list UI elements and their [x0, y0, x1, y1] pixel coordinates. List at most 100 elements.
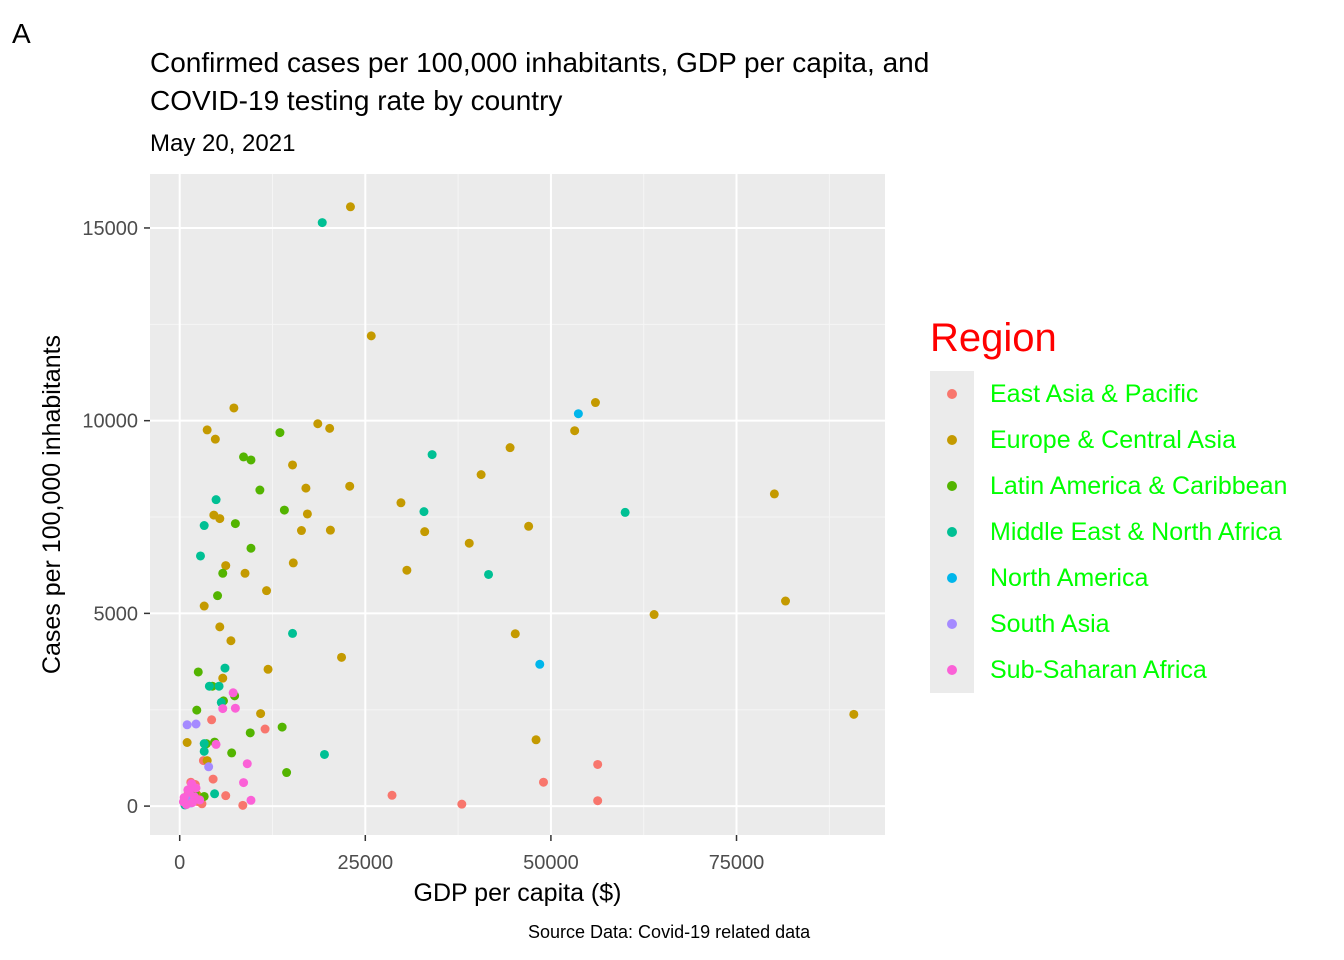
- data-point: [535, 659, 545, 669]
- data-point: [317, 218, 327, 228]
- data-point: [275, 428, 285, 438]
- legend-dot-icon: [947, 435, 957, 445]
- panel-letter: A: [12, 18, 31, 49]
- data-point: [202, 425, 212, 435]
- data-points: [178, 202, 859, 810]
- legend-label: Latin America & Caribbean: [990, 471, 1288, 500]
- x-axis-label: GDP per capita ($): [414, 879, 622, 907]
- data-point: [427, 450, 437, 460]
- data-point: [246, 543, 256, 553]
- legend-label: Europe & Central Asia: [990, 425, 1236, 454]
- chart-title: Confirmed cases per 100,000 inhabitants,…: [150, 47, 930, 116]
- data-point: [228, 688, 238, 698]
- data-point: [199, 521, 209, 531]
- legend-label: Middle East & North Africa: [990, 517, 1282, 546]
- data-point: [204, 681, 214, 691]
- data-point: [215, 514, 225, 524]
- data-point: [214, 681, 224, 691]
- chart-subtitle: May 20, 2021: [150, 130, 296, 157]
- data-point: [337, 652, 347, 662]
- data-point: [302, 509, 312, 519]
- data-point: [620, 507, 630, 517]
- data-point: [769, 489, 779, 499]
- data-point: [396, 498, 406, 508]
- data-point: [366, 331, 376, 341]
- data-point: [288, 460, 298, 470]
- legend-dot-icon: [947, 527, 957, 537]
- data-point: [570, 426, 580, 436]
- data-point: [301, 483, 311, 493]
- data-point: [182, 720, 192, 730]
- legend-item: Europe & Central Asia: [930, 417, 1287, 463]
- legend-swatch: [930, 417, 974, 463]
- data-point: [260, 724, 270, 734]
- y-tick-label: 0: [127, 796, 138, 818]
- data-point: [288, 558, 298, 568]
- data-point: [419, 507, 429, 517]
- data-point: [239, 452, 249, 462]
- data-point: [246, 795, 256, 805]
- data-point: [345, 202, 355, 212]
- legend-dot-icon: [947, 481, 957, 491]
- data-point: [296, 526, 306, 536]
- legend-swatch: [930, 555, 974, 601]
- legend-item: Latin America & Caribbean: [930, 463, 1287, 509]
- legend-label: East Asia & Pacific: [990, 379, 1199, 408]
- data-point: [199, 746, 209, 756]
- data-point: [193, 667, 203, 677]
- data-point: [242, 759, 252, 769]
- data-point: [218, 673, 228, 683]
- x-tick-label: 75000: [709, 852, 765, 874]
- data-point: [277, 722, 287, 732]
- data-point: [649, 610, 659, 620]
- data-point: [227, 748, 237, 758]
- data-point: [195, 795, 205, 805]
- data-point: [402, 565, 412, 575]
- y-axis-label: Cases per 100,000 inhabitants: [38, 335, 66, 674]
- data-point: [238, 800, 248, 810]
- data-point: [239, 778, 249, 788]
- data-point: [204, 762, 214, 772]
- legend-dot-icon: [947, 573, 957, 583]
- legend-label: South Asia: [990, 609, 1110, 638]
- legend-body: East Asia & Pacific Europe & Central Asia…: [930, 371, 1287, 693]
- data-point: [226, 636, 236, 646]
- data-point: [325, 423, 335, 433]
- data-point: [593, 759, 603, 769]
- data-point: [262, 586, 272, 596]
- legend-swatch: [930, 463, 974, 509]
- legend-item: Sub-Saharan Africa: [930, 647, 1287, 693]
- data-point: [199, 739, 209, 749]
- data-point: [484, 569, 494, 579]
- legend-dot-icon: [947, 665, 957, 675]
- data-point: [210, 434, 220, 444]
- data-point: [220, 663, 230, 673]
- data-point: [240, 568, 250, 578]
- data-point: [221, 791, 231, 801]
- data-point: [207, 715, 217, 725]
- data-point: [199, 601, 209, 611]
- y-tick-label: 15000: [82, 218, 138, 240]
- data-point: [420, 527, 430, 537]
- data-point: [230, 703, 240, 713]
- data-point: [573, 409, 583, 419]
- data-point: [325, 525, 335, 535]
- data-point: [476, 470, 486, 480]
- data-point: [510, 629, 520, 639]
- data-point: [230, 519, 240, 529]
- legend-item: South Asia: [930, 601, 1287, 647]
- legend-swatch: [930, 601, 974, 647]
- legend-title: Region: [930, 316, 1057, 360]
- legend-items: East Asia & Pacific Europe & Central Asia…: [930, 371, 1287, 693]
- data-point: [246, 455, 256, 465]
- x-tick-label: 25000: [337, 852, 393, 874]
- data-point: [256, 709, 266, 719]
- y-tick-label: 10000: [82, 411, 138, 433]
- data-point: [191, 719, 201, 729]
- grid-lines: [150, 174, 885, 835]
- data-point: [849, 709, 859, 719]
- y-tick-label: 5000: [94, 603, 139, 625]
- plot-background: [150, 174, 885, 835]
- data-point: [505, 443, 515, 453]
- legend-label: Sub-Saharan Africa: [990, 655, 1207, 684]
